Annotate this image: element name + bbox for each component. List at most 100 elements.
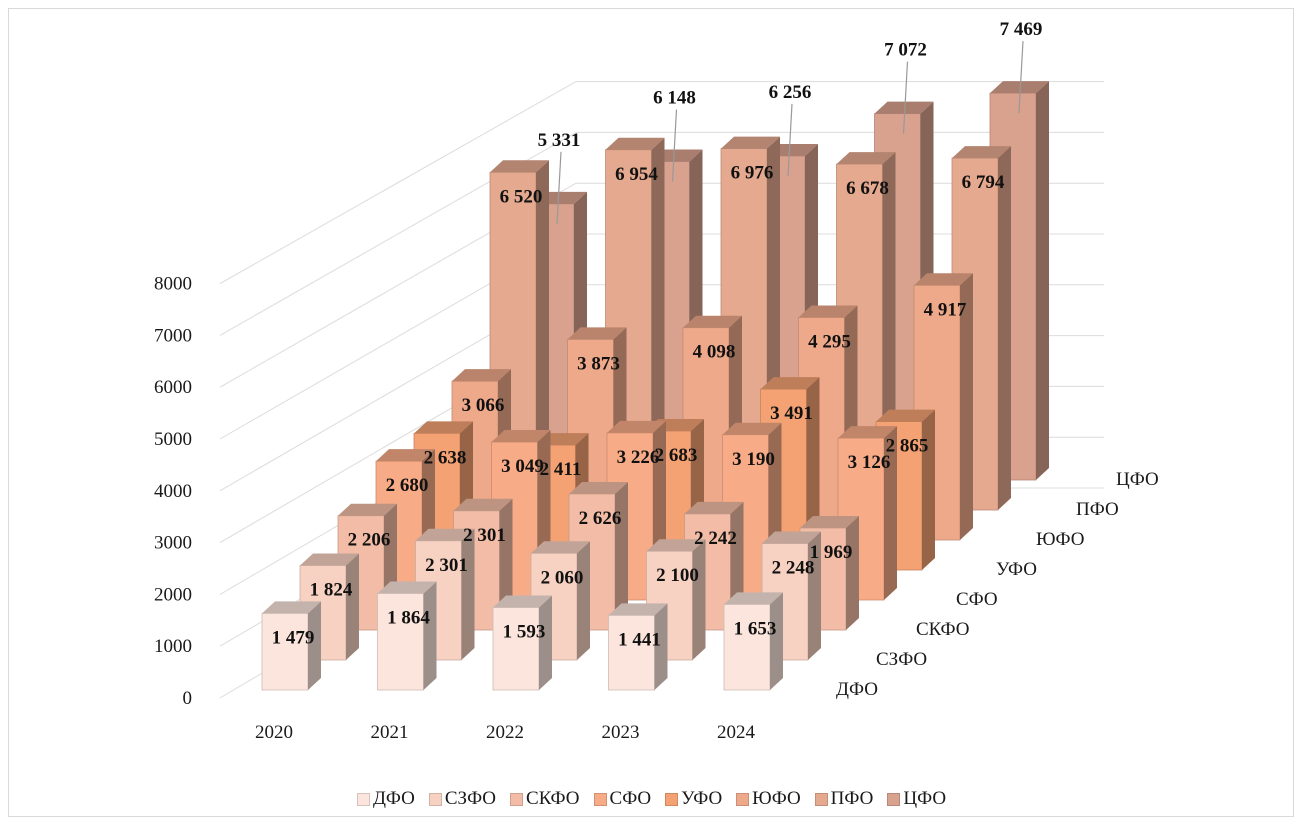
data-label: 7 072 <box>884 40 927 61</box>
data-label: 4 917 <box>924 299 967 320</box>
bar-top <box>569 481 628 494</box>
legend-swatch <box>428 792 442 806</box>
bar-ДФО-2022 <box>492 595 552 691</box>
legend-item: ДФО <box>356 788 415 810</box>
data-label: 6 256 <box>769 82 812 103</box>
bar-side <box>846 516 859 630</box>
bar-side <box>308 601 321 690</box>
data-label: 1 653 <box>734 618 777 639</box>
bar-top <box>800 516 859 529</box>
series-axis-label: УФО <box>996 559 1037 580</box>
series-axis-label: СКФО <box>916 619 969 640</box>
legend-swatch <box>510 792 524 806</box>
bar-top <box>607 420 666 433</box>
label-leader-line <box>671 109 678 182</box>
x-tick-label: 2022 <box>486 722 524 743</box>
data-label: 2 060 <box>541 567 584 588</box>
data-label: 3 126 <box>848 452 891 473</box>
chart-frame <box>8 8 1294 817</box>
bar-side <box>692 539 706 660</box>
bar-top <box>453 498 513 511</box>
legend-item: УФО <box>665 788 722 810</box>
bar-top <box>490 160 549 173</box>
bar-top <box>262 601 321 614</box>
bar-front <box>377 593 424 691</box>
legend-swatch <box>593 792 607 806</box>
bar-top <box>721 136 780 149</box>
bar-top <box>838 426 897 439</box>
bar-front <box>723 603 771 691</box>
data-label: 1 824 <box>310 580 353 601</box>
bar-side <box>998 146 1011 510</box>
gridline-side <box>219 81 577 285</box>
data-label: 6 794 <box>962 172 1005 193</box>
x-tick-label: 2024 <box>717 722 756 743</box>
legend-item: СФО <box>593 788 652 810</box>
data-label: 3 049 <box>501 456 544 477</box>
legend-swatch <box>736 792 750 806</box>
bar-top <box>605 137 665 150</box>
bar-top <box>377 581 437 594</box>
bar-side <box>651 137 665 510</box>
legend-swatch <box>814 792 828 806</box>
bar-front <box>608 614 655 691</box>
data-label: 6 954 <box>615 164 658 185</box>
data-label: 2 683 <box>655 445 698 466</box>
bar-side <box>884 426 897 600</box>
x-tick-label: 2023 <box>602 722 640 743</box>
bar-top <box>762 531 821 544</box>
data-label: 6 976 <box>731 163 774 184</box>
label-leader-line <box>556 151 562 224</box>
data-label: 3 190 <box>732 449 775 470</box>
y-tick-label: 7000 <box>154 325 192 346</box>
legend-item: СЗФО <box>428 788 497 810</box>
series-axis-label: ЦФО <box>1116 469 1159 490</box>
data-label: 6 148 <box>653 88 696 109</box>
bar-side <box>808 531 821 660</box>
label-leader-line <box>1018 41 1024 114</box>
legend-label: ДФО <box>372 788 415 809</box>
bar-top <box>376 449 435 462</box>
bar-top <box>724 592 783 605</box>
x-tick-label: 2020 <box>255 722 293 743</box>
bar-side <box>539 595 552 690</box>
data-label: 2 248 <box>772 558 815 579</box>
legend-swatch <box>665 792 679 806</box>
data-label: 3 226 <box>617 447 660 468</box>
y-tick-label: 2000 <box>154 584 192 605</box>
bar-ДФО-2023 <box>608 603 668 691</box>
legend-label: СФО <box>609 788 652 809</box>
data-label: 2 301 <box>463 525 506 546</box>
bar-top <box>338 503 397 516</box>
data-label: 6 678 <box>846 178 889 199</box>
bar-top <box>836 152 896 165</box>
bar-top <box>876 409 935 422</box>
data-label: 1 479 <box>272 627 315 648</box>
y-tick-label: 6000 <box>154 377 192 398</box>
bar-side <box>577 541 590 660</box>
legend-label: СЗФО <box>444 788 497 809</box>
y-tick-label: 5000 <box>154 429 192 450</box>
data-label: 1 969 <box>810 542 853 563</box>
series-axis-label: СЗФО <box>876 649 927 670</box>
legend-item: ПФО <box>814 788 873 810</box>
legend-label: УФО <box>681 788 723 809</box>
legend-swatch <box>887 792 901 806</box>
bar-side <box>1036 81 1049 480</box>
legend-item: ЦФО <box>887 788 946 810</box>
bar-top <box>874 101 934 114</box>
bar-side <box>770 592 783 690</box>
data-label: 4 295 <box>808 332 851 353</box>
label-leader-line <box>787 103 793 176</box>
bar-side <box>654 603 668 690</box>
data-label: 2 638 <box>424 447 467 468</box>
legend-label: ЮФО <box>752 788 801 809</box>
legend-item: СКФО <box>510 788 580 810</box>
bar-top <box>683 315 742 328</box>
legend-label: ЦФО <box>903 788 947 809</box>
bar-ДФО-2024 <box>723 592 783 691</box>
y-tick-label: 0 <box>183 688 193 709</box>
bar-front <box>492 607 540 691</box>
bar-ДФО-2020 <box>261 601 321 691</box>
bar-ЮФО-2024 <box>913 273 973 541</box>
